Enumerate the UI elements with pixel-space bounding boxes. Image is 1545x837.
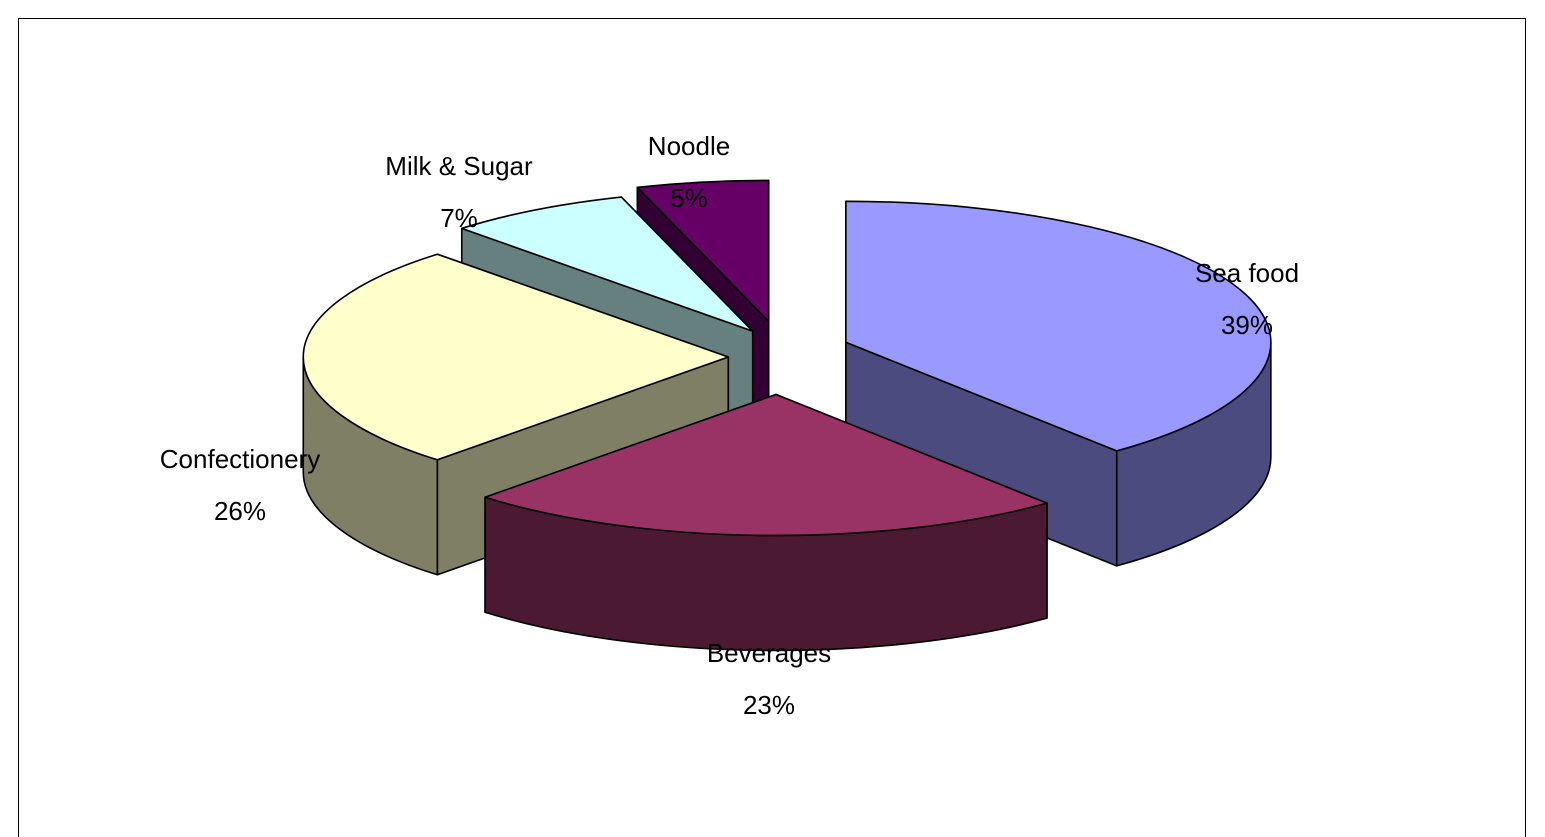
slice-sea-food <box>845 200 1272 567</box>
label-sea-food-percent: 39% <box>1221 310 1273 340</box>
label-milk-sugar-name: Milk & Sugar <box>385 151 533 181</box>
label-milk-sugar-percent: 7% <box>440 203 478 233</box>
label-noodle-name: Noodle <box>648 131 730 161</box>
label-beverages-percent: 23% <box>743 690 795 720</box>
label-confectionery-name: Confectionery <box>160 444 320 474</box>
labels-layer: Sea food 39% Beverages 23% Confectionery… <box>160 131 1299 720</box>
slice-noodle-top <box>636 179 770 323</box>
slice-milk-sugar-top <box>460 196 754 332</box>
slices-layer <box>302 179 1272 652</box>
label-confectionery-percent: 26% <box>214 496 266 526</box>
slice-sea-food-top <box>845 200 1272 452</box>
label-sea-food-name: Sea food <box>1195 258 1299 288</box>
slice-beverages <box>484 393 1048 652</box>
label-beverages-name: Beverages <box>707 638 831 668</box>
label-noodle-percent: 5% <box>670 183 708 213</box>
chart-frame <box>18 18 1526 837</box>
slice-beverages-top <box>484 393 1048 537</box>
slice-confectionery-top <box>302 253 730 461</box>
